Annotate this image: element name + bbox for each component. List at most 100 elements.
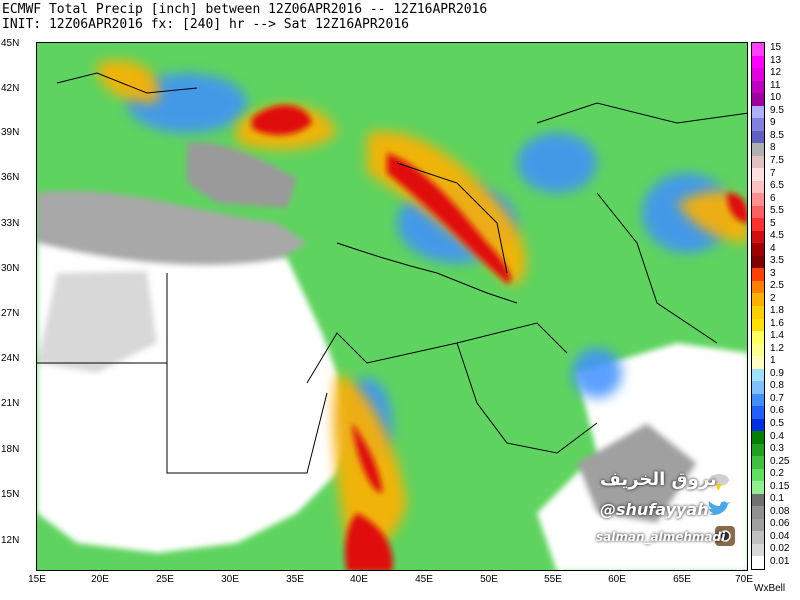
dry-regions (37, 142, 747, 570)
legend-swatch (752, 205, 764, 219)
legend-label: 2.5 (770, 280, 784, 292)
legend-label: 0.5 (770, 417, 784, 429)
legend-label: 4.5 (770, 230, 784, 242)
lon-label: 25E (156, 574, 174, 585)
legend-label: 1.2 (770, 342, 784, 354)
legend-label: 0.06 (770, 518, 790, 530)
legend-label: 6.5 (770, 180, 784, 192)
lon-label: 15E (28, 574, 46, 585)
legend-label: 0.3 (770, 443, 784, 455)
twitter-handle: @shufayyah (600, 500, 709, 519)
lat-label: 36N (1, 172, 20, 183)
legend-swatch (752, 393, 764, 407)
heavy-precip-core (252, 105, 747, 570)
legend-label: 0.15 (770, 480, 790, 492)
legend-swatch (752, 230, 764, 244)
legend-swatch (752, 143, 764, 157)
legend-label: 0.7 (770, 392, 784, 404)
legend-label: 0.6 (770, 405, 784, 417)
map-title-line2: INIT: 12Z06APR2016 fx: [240] hr --> Sat … (2, 17, 409, 32)
legend-label: 10 (770, 92, 782, 104)
legend-label: 1.8 (770, 305, 784, 317)
legend-swatch (752, 268, 764, 282)
legend-label: 3 (770, 267, 776, 279)
lon-label: 20E (91, 574, 109, 585)
legend-label: 0.02 (770, 543, 790, 555)
legend-label: 8.5 (770, 129, 784, 141)
legend-label: 13 (770, 54, 782, 66)
legend-swatch (752, 193, 764, 207)
legend-swatch (752, 80, 764, 94)
legend-swatch (752, 368, 764, 382)
legend-swatch (752, 105, 764, 119)
lat-label: 39N (1, 127, 20, 138)
legend-label: 5 (770, 217, 776, 229)
legend-label: 4 (770, 242, 776, 254)
legend-label: 1.6 (770, 317, 784, 329)
legend-swatch (752, 180, 764, 194)
legend-swatch (752, 531, 764, 545)
legend-swatch (752, 343, 764, 357)
instagram-icon (715, 526, 735, 546)
lat-label: 33N (1, 218, 20, 229)
legend-label: 5.5 (770, 205, 784, 217)
lon-label: 35E (286, 574, 304, 585)
legend-label: 0.9 (770, 367, 784, 379)
lon-label: 50E (480, 574, 498, 585)
precip-legend (751, 42, 765, 570)
legend-swatch (752, 118, 764, 132)
instagram-handle: salman_almehmadi (596, 530, 726, 544)
legend-label: 7.5 (770, 154, 784, 166)
lat-label: 24N (1, 353, 20, 364)
legend-swatch (752, 518, 764, 532)
legend-swatch (752, 543, 764, 557)
legend-swatch (752, 318, 764, 332)
legend-label: 0.04 (770, 530, 790, 542)
precip-map (36, 42, 748, 571)
legend-label: 8 (770, 142, 776, 154)
legend-swatch (752, 280, 764, 294)
lat-label: 30N (1, 263, 20, 274)
lon-label: 60E (608, 574, 626, 585)
legend-swatch (752, 431, 764, 445)
legend-label: 9 (770, 117, 776, 129)
lat-label: 21N (1, 398, 20, 409)
legend-swatch (752, 456, 764, 470)
legend-swatch (752, 168, 764, 182)
legend-swatch (752, 468, 764, 482)
legend-swatch (752, 418, 764, 432)
lat-label: 18N (1, 444, 20, 455)
legend-label: 0.08 (770, 505, 790, 517)
lat-label: 15N (1, 489, 20, 500)
lon-label: 65E (673, 574, 691, 585)
map-title-line1: ECMWF Total Precip [inch] between 12Z06A… (2, 2, 488, 17)
legend-label: 11 (770, 79, 781, 91)
wxbell-credit: WxBell (754, 583, 786, 594)
legend-label: 1.4 (770, 330, 784, 342)
legend-swatch (752, 443, 764, 457)
lon-label: 45E (415, 574, 433, 585)
legend-label: 3.5 (770, 255, 784, 267)
legend-label: 0.8 (770, 380, 784, 392)
legend-label: 6 (770, 192, 776, 204)
lon-label: 40E (350, 574, 368, 585)
legend-swatch (752, 243, 764, 257)
legend-swatch (752, 130, 764, 144)
lat-label: 42N (1, 83, 20, 94)
twitter-icon (708, 501, 731, 515)
legend-label: 0.25 (770, 455, 790, 467)
lon-label: 70E (735, 574, 753, 585)
legend-swatch (752, 506, 764, 520)
brand-name: بروق الخريف (600, 469, 717, 490)
legend-label: 7 (770, 167, 776, 179)
legend-swatch (752, 406, 764, 420)
legend-swatch (752, 493, 764, 507)
legend-label: 15 (770, 42, 782, 54)
legend-swatch (752, 55, 764, 69)
legend-swatch (752, 255, 764, 269)
legend-swatch (752, 43, 764, 57)
legend-swatch (752, 68, 764, 82)
legend-label: 2 (770, 292, 776, 304)
borders (37, 72, 747, 474)
legend-swatch (752, 93, 764, 107)
